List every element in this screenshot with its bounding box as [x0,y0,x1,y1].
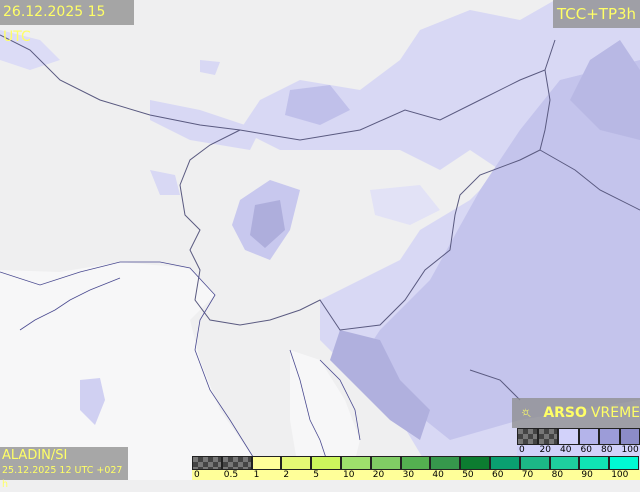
cloud-label: 60 [581,445,592,455]
precip-swatch [460,456,490,470]
precip-label: 5 [313,470,319,480]
precip-swatch [371,456,401,470]
precip-label: 30 [403,470,414,480]
model-info: ALADIN/SI 25.12.2025 12 UTC +027 h [0,447,128,480]
precip-swatch [222,456,252,470]
precipitation-legend [192,456,640,470]
precip-label: 2 [283,470,289,480]
cloud-label: 40 [560,445,571,455]
cloud-swatch [579,428,600,445]
precip-swatch [550,456,580,470]
arso-logo: ARSO VREME [512,398,640,428]
precip-swatch [341,456,371,470]
precip-swatch [579,456,609,470]
precip-swatch [252,456,282,470]
precip-label: 70 [522,470,533,480]
cloud-cover-legend-labels: 0 20 40 60 80 100 [517,445,640,456]
precip-label: 1 [254,470,260,480]
precip-label: 0.5 [224,470,238,480]
sun-cloud-icon [522,404,531,422]
precip-label: 50 [462,470,473,480]
cloud-label: 0 [519,445,525,455]
cloud-swatch [517,428,538,445]
cloud-label: 20 [540,445,551,455]
precip-swatch [311,456,341,470]
precip-swatch [430,456,460,470]
precip-label: 0 [194,470,200,480]
cloud-label: 80 [601,445,612,455]
cloud-swatch [538,428,559,445]
cloud-label: 100 [622,445,639,455]
precipitation-legend-labels: 0 0.5 1 2 5 10 20 30 40 50 60 70 80 90 100 [192,470,640,480]
precip-swatch [401,456,431,470]
cloud-swatch [558,428,579,445]
precip-label: 60 [492,470,503,480]
precip-label: 20 [373,470,384,480]
precip-swatch [192,456,222,470]
precip-label: 10 [343,470,354,480]
precip-label: 90 [581,470,592,480]
cloud-cover-legend [517,428,640,445]
brand-light: VREME [591,405,640,421]
valid-time-label: 26.12.2025 15 UTC [0,0,134,25]
precip-swatch [609,456,639,470]
precip-label: 100 [611,470,628,480]
model-run: 25.12.2025 12 UTC +027 h [2,464,128,492]
precip-swatch [490,456,520,470]
precip-label: 40 [432,470,443,480]
precip-swatch [281,456,311,470]
model-name: ALADIN/SI [2,447,128,464]
brand-bold: ARSO [543,405,587,421]
precip-label: 80 [552,470,563,480]
cloud-swatch [620,428,640,445]
cloud-swatch [599,428,620,445]
precip-swatch [520,456,550,470]
product-label: TCC+TP3h [553,0,640,28]
